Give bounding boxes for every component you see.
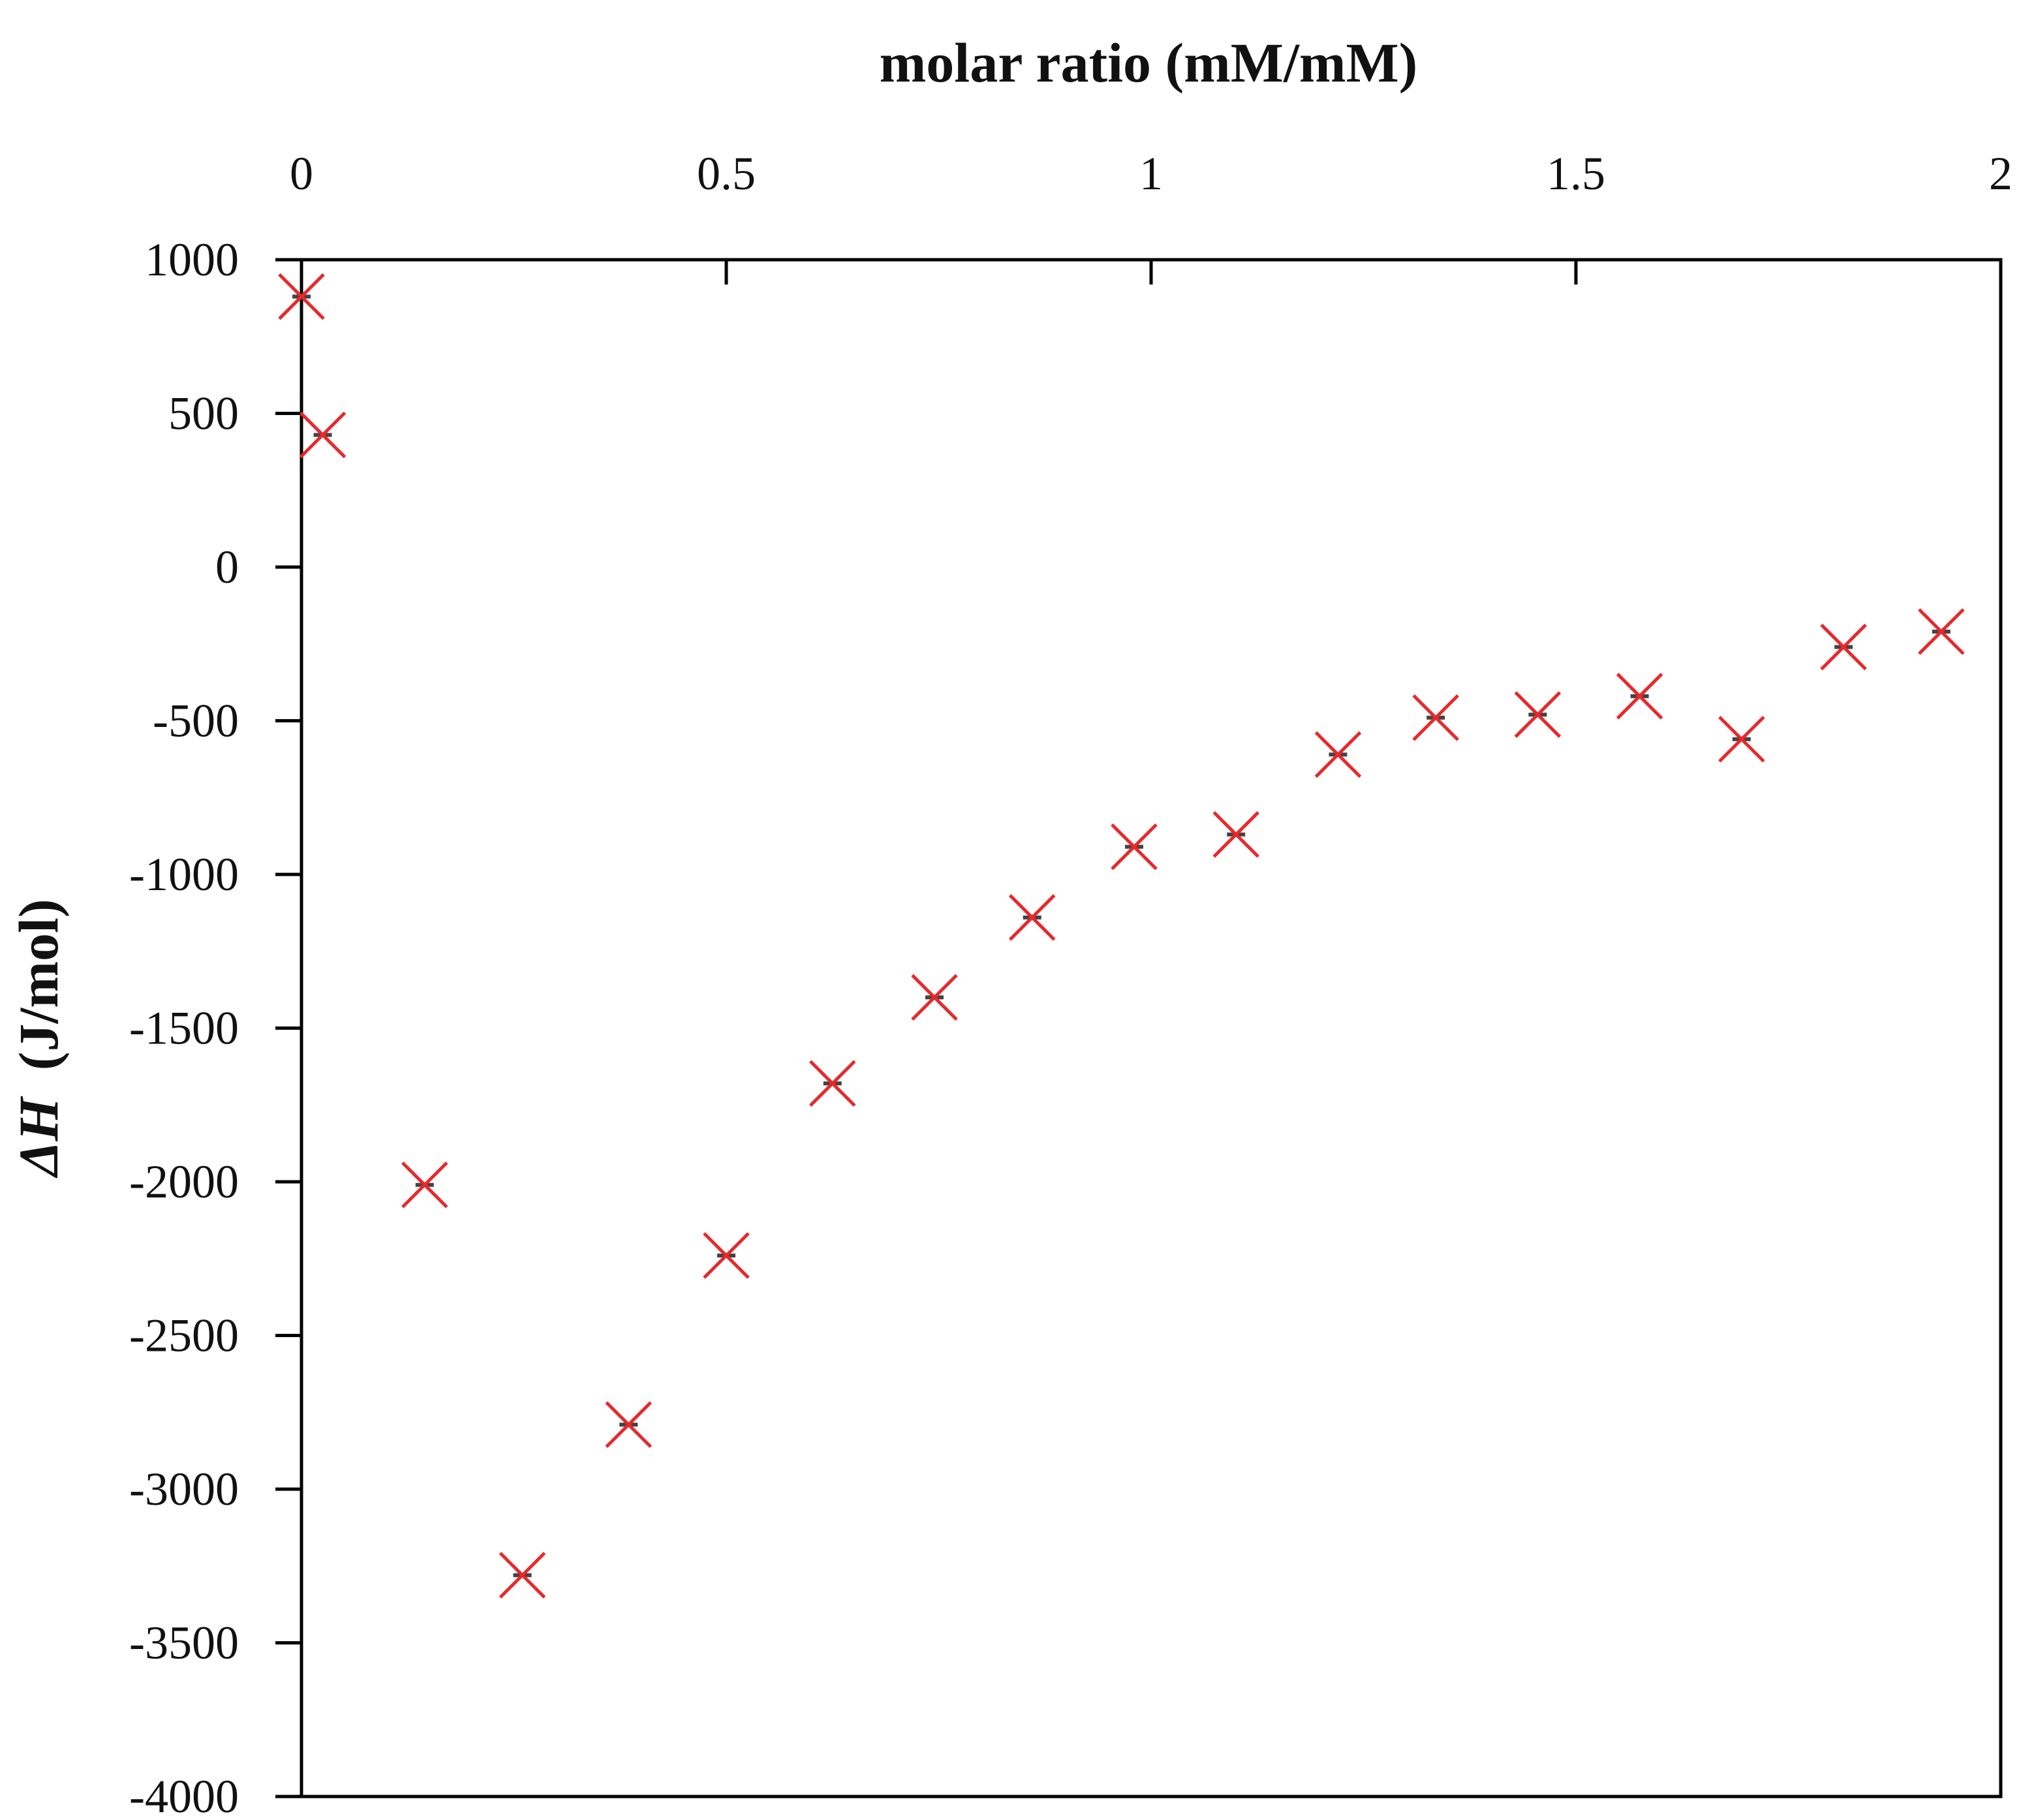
plot-area-border: [300, 258, 2003, 1798]
y-tick-label: -3000: [129, 1463, 239, 1515]
data-point: [1212, 811, 1259, 858]
y-tick-label: -500: [153, 695, 239, 747]
point-marker-stroke: [1616, 673, 1663, 720]
x-tick-label: 0: [290, 147, 313, 200]
y-tick-label: -2000: [129, 1156, 239, 1208]
y-tick-label: -1000: [129, 848, 239, 901]
data-point: [1820, 623, 1867, 671]
x-axis-ticks: 0 0.5 1 1.5 2: [290, 147, 2012, 285]
y-tick-label: 0: [215, 541, 239, 593]
y-axis-title: ΔH (J/mol): [7, 899, 70, 1178]
point-marker-stroke: [1111, 823, 1158, 871]
point-marker-stroke: [1718, 715, 1765, 763]
point-marker-stroke: [499, 1552, 546, 1599]
data-point: [401, 1161, 448, 1209]
data-point: [605, 1401, 653, 1448]
data-point: [1008, 894, 1056, 941]
point-marker-stroke: [401, 1161, 448, 1209]
data-point: [703, 1232, 750, 1279]
data-points: [278, 273, 1965, 1599]
y-tick-label: -2500: [129, 1310, 239, 1362]
data-point: [1111, 823, 1158, 871]
data-point: [1718, 715, 1765, 763]
data-point: [299, 411, 347, 459]
data-point: [1918, 608, 1965, 655]
y-tick-label: 500: [168, 388, 239, 440]
point-marker-stroke: [278, 273, 325, 320]
point-marker-stroke: [703, 1232, 750, 1279]
data-point: [809, 1060, 856, 1107]
data-point: [1412, 694, 1459, 741]
x-tick-label: 2: [1989, 147, 2012, 200]
point-marker-stroke: [1212, 811, 1259, 858]
x-axis-title: molar ratio (mM/mM): [880, 31, 1418, 94]
point-marker-stroke: [1412, 694, 1459, 741]
y-tick-label: -4000: [129, 1770, 239, 1820]
point-marker-stroke: [1918, 608, 1965, 655]
y-tick-label: -3500: [129, 1617, 239, 1669]
data-point: [911, 974, 958, 1021]
x-tick-label: 1.5: [1547, 147, 1605, 200]
point-marker-stroke: [299, 411, 347, 459]
point-marker-stroke: [911, 974, 958, 1021]
point-marker-stroke: [1008, 894, 1056, 941]
point-marker-stroke: [809, 1060, 856, 1107]
x-tick-label: 0.5: [697, 147, 756, 200]
point-marker-stroke: [605, 1401, 653, 1448]
point-marker-stroke: [1514, 691, 1562, 738]
y-tick-label: -1500: [129, 1002, 239, 1055]
data-point: [1314, 731, 1362, 779]
y-axis-symbol: ΔH: [7, 1096, 70, 1179]
data-point: [1514, 691, 1562, 738]
plot-frame: [300, 258, 2003, 1798]
point-marker-stroke: [1314, 731, 1362, 779]
point-marker-stroke: [1820, 623, 1867, 671]
y-axis-ticks: 1000 500 0 -500 -1000 -1500 -2000 -2500 -3000 -35…: [129, 234, 301, 1820]
x-tick-label: 1: [1139, 147, 1163, 200]
data-point: [499, 1552, 546, 1599]
y-tick-label: 1000: [145, 234, 239, 286]
data-point: [278, 273, 325, 320]
y-axis-unit: (J/mol): [7, 899, 70, 1070]
data-point: [1616, 673, 1663, 720]
